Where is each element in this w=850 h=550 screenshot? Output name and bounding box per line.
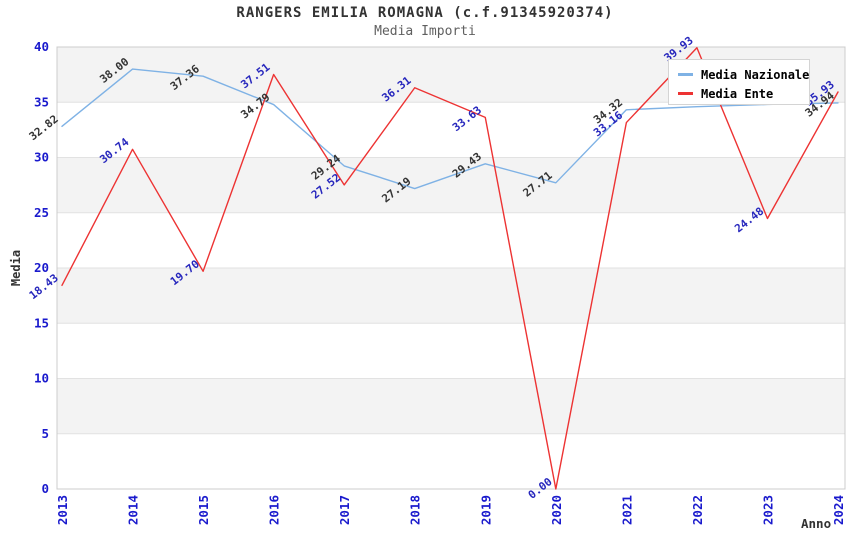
x-tick-label: 2018 <box>408 495 423 525</box>
x-tick-label: 2022 <box>690 495 705 525</box>
x-tick-label: 2015 <box>196 495 211 525</box>
legend-item-media-ente: Media Ente <box>678 84 809 103</box>
chart-subtitle: Media Importi <box>374 24 476 39</box>
y-tick-label: 0 <box>41 481 49 496</box>
series-line-media-nazionale <box>61 68 839 190</box>
x-tick-label: 2013 <box>55 495 70 525</box>
y-tick-label: 20 <box>34 260 49 275</box>
x-tick-label: 2016 <box>267 495 282 525</box>
plot-band <box>57 323 845 379</box>
plot-band <box>57 157 845 213</box>
plot-band <box>57 378 845 434</box>
legend-item-media-nazionale: Media Nazionale <box>678 65 809 84</box>
media-ente-line-swatch-icon <box>678 92 693 95</box>
x-tick-label: 2024 <box>831 495 846 525</box>
point-label: 18.43 <box>27 271 61 302</box>
plot-band <box>57 433 845 489</box>
y-tick-label: 15 <box>34 315 49 330</box>
y-tick-label: 25 <box>34 205 49 220</box>
chart-title: RANGERS EMILIA ROMAGNA (c.f.91345920374) <box>236 5 614 21</box>
media-nazionale-line-swatch-icon <box>678 73 693 76</box>
x-axis-label: Anno <box>801 516 832 531</box>
y-axis-label: Media <box>9 249 23 287</box>
legend-label: Media Ente <box>701 86 774 101</box>
plot-band <box>57 212 845 268</box>
y-tick-label: 10 <box>34 371 49 386</box>
y-tick-label: 40 <box>34 39 49 54</box>
y-tick-label: 35 <box>34 94 49 109</box>
legend: Media Nazionale Media Ente <box>668 59 810 105</box>
point-label: 32.82 <box>27 112 61 143</box>
x-tick-label: 2017 <box>337 495 352 525</box>
plot-band <box>57 102 845 158</box>
plot-border <box>56 46 846 490</box>
legend-label: Media Nazionale <box>701 67 810 82</box>
plot-band <box>57 268 845 324</box>
x-tick-label: 2023 <box>760 495 775 525</box>
x-tick-label: 2020 <box>549 495 564 525</box>
x-tick-label: 2021 <box>619 495 634 525</box>
y-tick-label: 30 <box>34 150 49 165</box>
x-tick-label: 2019 <box>478 495 493 525</box>
y-tick-label: 5 <box>41 426 49 441</box>
x-tick-label: 2014 <box>126 495 141 525</box>
